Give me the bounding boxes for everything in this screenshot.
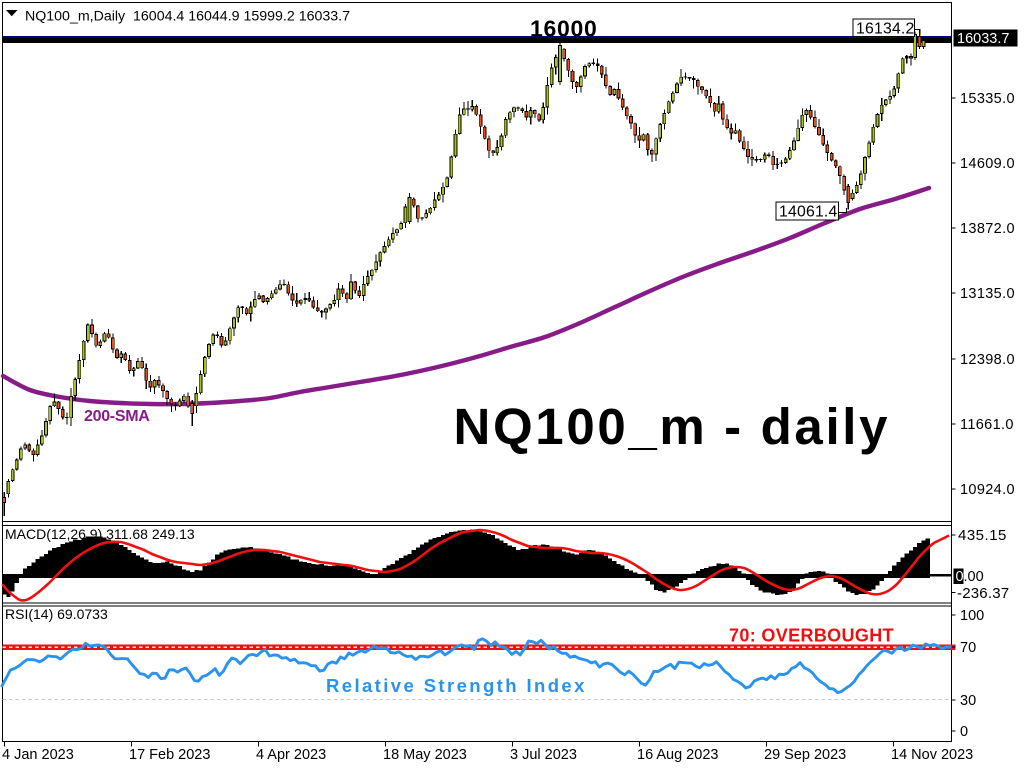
svg-text:70: OVERBOUGHT: 70: OVERBOUGHT: [729, 626, 894, 646]
svg-text:14061.4: 14061.4: [779, 204, 838, 221]
svg-text:.00: .00: [964, 569, 984, 585]
svg-text:0: 0: [960, 724, 968, 740]
svg-text:4 Apr 2023: 4 Apr 2023: [256, 747, 326, 763]
svg-text:200-SMA: 200-SMA: [84, 408, 150, 425]
svg-text:3 Jul 2023: 3 Jul 2023: [510, 747, 577, 763]
svg-text:Relative Strength Index: Relative Strength Index: [326, 675, 587, 696]
svg-text:MACD(12,26,9) 311.68 249.13: MACD(12,26,9) 311.68 249.13: [5, 526, 195, 542]
svg-text:12398.0: 12398.0: [960, 352, 1015, 368]
svg-text:16000: 16000: [530, 15, 597, 41]
svg-text:13872.0: 13872.0: [960, 221, 1015, 237]
svg-text:16033.7: 16033.7: [957, 31, 1009, 47]
svg-text:RSI(14) 69.0733: RSI(14) 69.0733: [5, 606, 108, 622]
svg-text:14609.0: 14609.0: [960, 156, 1015, 172]
svg-text:15335.0: 15335.0: [960, 91, 1015, 107]
svg-text:10924.0: 10924.0: [960, 482, 1015, 498]
svg-text:16134.2: 16134.2: [856, 21, 915, 38]
svg-text:30: 30: [960, 693, 976, 709]
svg-text:4 Jan 2023: 4 Jan 2023: [2, 747, 74, 763]
svg-text:0: 0: [956, 569, 964, 585]
svg-text:17 Feb 2023: 17 Feb 2023: [129, 747, 210, 763]
svg-text:NQ100_m,Daily 16004.4 16044.9: NQ100_m,Daily 16004.4 16044.9 15999.2 16…: [25, 9, 350, 25]
svg-text:13135.0: 13135.0: [960, 286, 1015, 302]
svg-text:-236.37: -236.37: [957, 585, 1009, 602]
svg-text:18 May 2023: 18 May 2023: [383, 747, 467, 763]
svg-text:NQ100_m - daily: NQ100_m - daily: [454, 398, 891, 455]
svg-text:29 Sep 2023: 29 Sep 2023: [764, 747, 846, 763]
svg-text:11661.0: 11661.0: [960, 417, 1014, 433]
svg-text:100: 100: [960, 608, 984, 624]
svg-text:14 Nov 2023: 14 Nov 2023: [891, 747, 973, 763]
svg-text:70: 70: [960, 640, 976, 656]
svg-text:435.15: 435.15: [958, 527, 1007, 544]
svg-text:16 Aug 2023: 16 Aug 2023: [637, 747, 718, 763]
